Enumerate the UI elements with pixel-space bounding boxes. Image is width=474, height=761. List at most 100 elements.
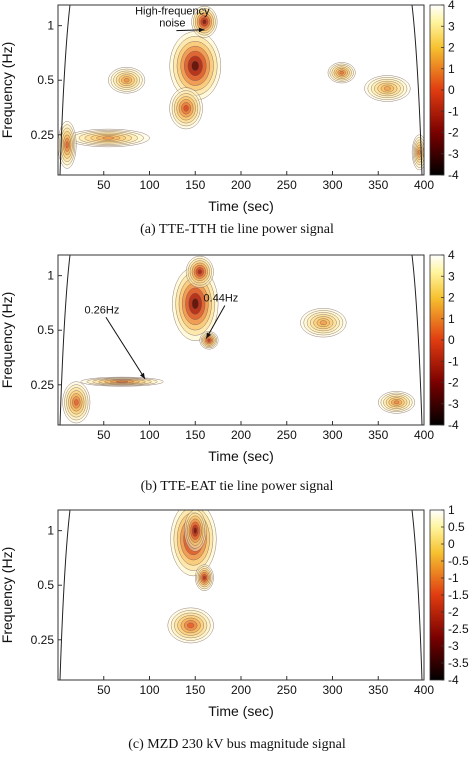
panel-b-x-axis-label: Time (sec)	[208, 448, 274, 464]
panel-b-colorbar-ticks: 4 3 2 1 0 -1 -2 -3 -4	[441, 248, 459, 432]
colorbar-tick-label: 1	[448, 62, 455, 76]
panel-b-energy-blob	[80, 376, 164, 387]
panel-a-heatmap	[58, 5, 424, 175]
x-tick-label: 200	[231, 683, 251, 697]
x-tick-label: 350	[368, 178, 388, 192]
colorbar-tick-label: 0	[448, 537, 455, 551]
colorbar-tick-label: 3	[448, 19, 455, 33]
panel-a-y-axis-label: Frequency (Hz)	[0, 42, 15, 138]
y-tick-label: 1	[47, 269, 54, 283]
annotation-line: 0.44Hz	[203, 293, 238, 305]
panel-a-energy-blob	[169, 87, 203, 130]
panel-c-energy-blob	[195, 564, 214, 591]
panel-b-y-axis-label: Frequency (Hz)	[0, 292, 15, 388]
panel-c-energy-blob	[167, 607, 214, 644]
panel-b-energy-blob	[199, 331, 219, 350]
panel-c-contour-level	[187, 622, 195, 629]
x-tick-label: 200	[231, 178, 251, 192]
panel-c-colorbar-ticks: 1 0.5 0 -0.5 -1 -1.5 -2 -2.5 -3 -3.5 -4	[441, 503, 469, 687]
panel-a-contour-level	[123, 78, 130, 83]
panel-a-contour-level	[102, 136, 115, 140]
colorbar-tick-label: 2	[448, 41, 455, 55]
panel-b-contour-level	[393, 400, 400, 405]
colorbar-tick-label: -0.5	[448, 554, 469, 568]
colorbar-tick-label: 1	[448, 503, 455, 517]
annotation-line: noise	[159, 18, 185, 30]
colorbar-tick-label: -2.5	[448, 622, 469, 636]
panel-b-contour-level	[115, 380, 129, 383]
annotation-label: 0.44Hz	[203, 293, 238, 305]
colorbar-tick-label: 1	[448, 312, 455, 326]
panel-b-plot-background	[58, 255, 424, 425]
annotation-label: 0.26Hz	[84, 304, 119, 316]
panel-c: 50 100 150 200 250 300 350 400 0.25 0.5 1 Time (s…	[0, 503, 469, 752]
panel-c-cone-of-influence-left	[59, 510, 71, 680]
annotation-arrowhead	[198, 27, 205, 33]
panel-c-plot-background	[58, 510, 424, 680]
x-tick-label: 250	[277, 428, 297, 442]
annotation-arrow	[205, 305, 226, 339]
panel-a-cone-of-influence-left	[59, 5, 71, 175]
x-tick-label: 400	[414, 428, 434, 442]
annotation-arrowhead	[139, 372, 145, 379]
panel-a: 50 100 150 200 250 300 350 400 0.25 0.5 1 Time (s…	[0, 0, 459, 237]
panel-a-energy-blob	[169, 31, 222, 101]
y-tick-label: 0.25	[31, 378, 55, 392]
colorbar-tick-label: 0.5	[448, 520, 465, 534]
panel-b-heatmap	[58, 255, 424, 425]
panel-b-annotations: 0.26Hz 0.44Hz	[84, 293, 238, 379]
panel-a-cone-of-influence-right	[411, 5, 423, 175]
panel-a-energy-blob	[108, 66, 146, 94]
panel-b-cone-of-influence-right	[411, 255, 423, 425]
panel-b-energy-blob	[378, 391, 416, 414]
colorbar-tick-label: -4	[448, 168, 459, 182]
panel-a-caption: (a) TTE-TTH tie line power signal	[140, 222, 334, 237]
y-tick-label: 1	[47, 19, 54, 33]
colorbar-tick-label: -3	[448, 639, 459, 653]
panel-b-energy-blob	[185, 255, 214, 288]
colorbar-tick-label: -3	[448, 147, 459, 161]
colorbar-tick-label: 4	[448, 248, 455, 262]
panel-c-heatmap	[58, 510, 424, 680]
panel-c-y-ticks: 0.25 0.5 1	[31, 524, 62, 647]
colorbar-tick-label: -1	[448, 104, 459, 118]
colorbar-tick-label: 2	[448, 291, 455, 305]
x-tick-label: 300	[322, 428, 342, 442]
panel-b-y-ticks: 0.25 0.5 1	[31, 269, 62, 392]
panel-b-contour-level	[319, 320, 327, 326]
y-tick-label: 0.25	[31, 633, 55, 647]
panel-c-cone-of-influence-right	[411, 510, 423, 680]
annotation-line: 0.26Hz	[84, 304, 119, 316]
panel-b-contour-level	[74, 399, 79, 406]
panel-a-x-ticks: 50 100 150 200 250 300 350 400	[97, 171, 434, 192]
annotation-arrow	[105, 317, 146, 379]
colorbar-tick-label: -3.5	[448, 656, 469, 670]
x-tick-label: 150	[185, 683, 205, 697]
colorbar-tick-label: 3	[448, 269, 455, 283]
panel-a-energy-blob	[58, 121, 77, 169]
y-tick-label: 0.5	[37, 578, 54, 592]
panel-b-contour-level	[197, 269, 203, 275]
panel-a-y-ticks: 0.25 0.5 1	[31, 19, 62, 142]
colorbar-tick-label: -2	[448, 126, 459, 140]
panel-b-energy-blob	[300, 308, 347, 338]
colorbar-tick-label: 4	[448, 0, 455, 12]
y-tick-label: 0.25	[31, 128, 55, 142]
panel-a-contour-level	[65, 141, 69, 149]
panel-a-x-axis-label: Time (sec)	[208, 198, 274, 214]
x-tick-label: 250	[277, 178, 297, 192]
panel-a-energy-blob	[364, 75, 411, 102]
x-tick-label: 50	[97, 683, 111, 697]
y-tick-label: 1	[47, 524, 54, 538]
panel-c-energy-blob	[184, 510, 207, 552]
panel-a-contour-level	[183, 105, 189, 112]
x-tick-label: 200	[231, 428, 251, 442]
colorbar-tick-label: -2	[448, 605, 459, 619]
panel-c-x-ticks: 50 100 150 200 250 300 350 400	[97, 676, 434, 697]
panel-a-energy-blob	[191, 5, 218, 38]
panel-b-contour-level	[207, 338, 211, 342]
annotation-arrowhead	[206, 332, 211, 339]
panel-a-annotations: High-frequency noise	[135, 6, 210, 33]
x-tick-label: 300	[322, 178, 342, 192]
